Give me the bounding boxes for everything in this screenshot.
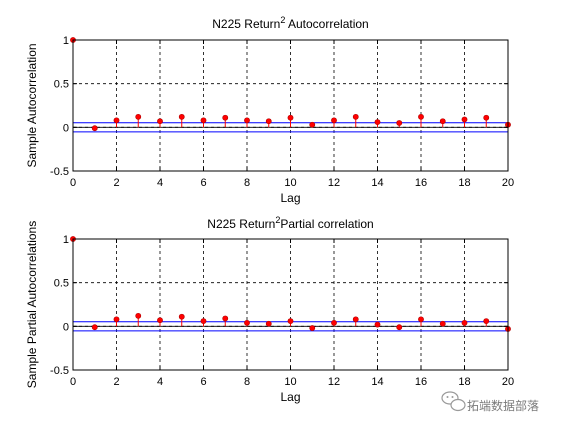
x-axis-label: Lag bbox=[280, 390, 300, 404]
x-axis-label: Lag bbox=[280, 191, 300, 205]
x-tick-label: 2 bbox=[113, 177, 119, 189]
chart-title: N225 Return2Partial correlation bbox=[207, 215, 373, 231]
stem-marker bbox=[113, 316, 120, 323]
stem-marker bbox=[200, 318, 207, 324]
stem-marker bbox=[331, 117, 337, 124]
x-tick-label: 14 bbox=[371, 177, 383, 189]
chart-title-main: N225 Return bbox=[207, 217, 275, 231]
x-tick-label: 10 bbox=[284, 376, 296, 388]
stem-marker bbox=[222, 315, 229, 322]
wechat-logo-icon bbox=[441, 391, 466, 412]
stem-marker bbox=[244, 319, 250, 326]
stem-marker bbox=[309, 325, 316, 331]
chart-title-superscript: 2 bbox=[275, 215, 280, 225]
stem-marker bbox=[483, 318, 490, 324]
x-tick-label: 0 bbox=[70, 177, 76, 189]
y-tick-label: 1 bbox=[63, 234, 69, 246]
chart-title-main: N225 Return bbox=[212, 17, 280, 31]
chart-title-suffix: Autocorrelation bbox=[285, 17, 368, 31]
x-tick-label: 14 bbox=[371, 376, 383, 388]
x-tick-label: 2 bbox=[113, 376, 119, 388]
stem-marker bbox=[287, 318, 294, 324]
stem-marker bbox=[418, 316, 424, 323]
watermark-text: 拓端数据部落 bbox=[467, 398, 539, 413]
chart-title-suffix: Partial correlation bbox=[280, 217, 373, 231]
stem-marker bbox=[396, 324, 403, 331]
y-tick-label: -0.5 bbox=[50, 365, 69, 377]
y-tick-label: 0.5 bbox=[54, 278, 69, 290]
stem-marker bbox=[178, 313, 185, 320]
stem-marker bbox=[396, 120, 403, 126]
stem-marker bbox=[157, 317, 163, 324]
stem-marker bbox=[200, 117, 207, 124]
x-tick-label: 4 bbox=[157, 177, 163, 189]
x-tick-label: 12 bbox=[328, 177, 340, 189]
stem-marker bbox=[331, 319, 337, 326]
stem-marker bbox=[309, 121, 316, 128]
x-tick-label: 6 bbox=[200, 376, 206, 388]
stem-marker bbox=[483, 114, 490, 121]
stem-marker bbox=[244, 117, 250, 124]
x-tick-label: 8 bbox=[244, 376, 250, 388]
stem-marker bbox=[178, 113, 185, 120]
x-tick-label: 16 bbox=[415, 177, 427, 189]
x-tick-label: 10 bbox=[284, 177, 296, 189]
stem-marker bbox=[461, 319, 468, 326]
stem-marker bbox=[265, 118, 272, 125]
chart-title: N225 Return2 Autocorrelation bbox=[212, 15, 368, 31]
x-tick-label: 18 bbox=[458, 376, 470, 388]
y-tick-label: -0.5 bbox=[50, 166, 69, 178]
x-tick-label: 16 bbox=[415, 376, 427, 388]
stem-marker bbox=[222, 114, 229, 121]
stem-marker bbox=[113, 117, 120, 124]
stem-marker bbox=[91, 125, 98, 132]
stem-marker bbox=[91, 324, 98, 331]
x-tick-label: 8 bbox=[244, 177, 250, 189]
x-tick-label: 6 bbox=[200, 177, 206, 189]
x-tick-label: 4 bbox=[157, 376, 163, 388]
x-tick-label: 20 bbox=[502, 376, 514, 388]
x-tick-label: 0 bbox=[70, 376, 76, 388]
stem-marker bbox=[461, 116, 468, 123]
stem-marker bbox=[418, 113, 424, 120]
stem-marker bbox=[287, 114, 294, 121]
y-axis-label: Sample Autocorrelation bbox=[25, 43, 39, 167]
stem-marker bbox=[265, 320, 272, 327]
stem-marker bbox=[157, 118, 163, 125]
stem-marker bbox=[135, 113, 142, 120]
watermark: 拓端数据部落 bbox=[441, 391, 539, 413]
stem-marker bbox=[352, 113, 359, 120]
stem-marker bbox=[352, 316, 359, 323]
y-axis-label: Sample Partial Autocorrelations bbox=[25, 221, 39, 388]
y-tick-label: 0 bbox=[63, 321, 69, 333]
stem-marker bbox=[439, 320, 446, 327]
x-tick-label: 12 bbox=[328, 376, 340, 388]
y-tick-label: 0.5 bbox=[54, 79, 69, 91]
x-tick-label: 20 bbox=[502, 177, 514, 189]
chart-title-superscript: 2 bbox=[280, 15, 285, 25]
stem-marker bbox=[439, 118, 446, 125]
y-tick-label: 1 bbox=[63, 35, 69, 47]
x-tick-label: 18 bbox=[458, 177, 470, 189]
stem-marker bbox=[374, 321, 381, 328]
stem-marker bbox=[374, 119, 381, 125]
y-tick-label: 0 bbox=[63, 122, 69, 134]
stem-marker bbox=[135, 312, 142, 319]
